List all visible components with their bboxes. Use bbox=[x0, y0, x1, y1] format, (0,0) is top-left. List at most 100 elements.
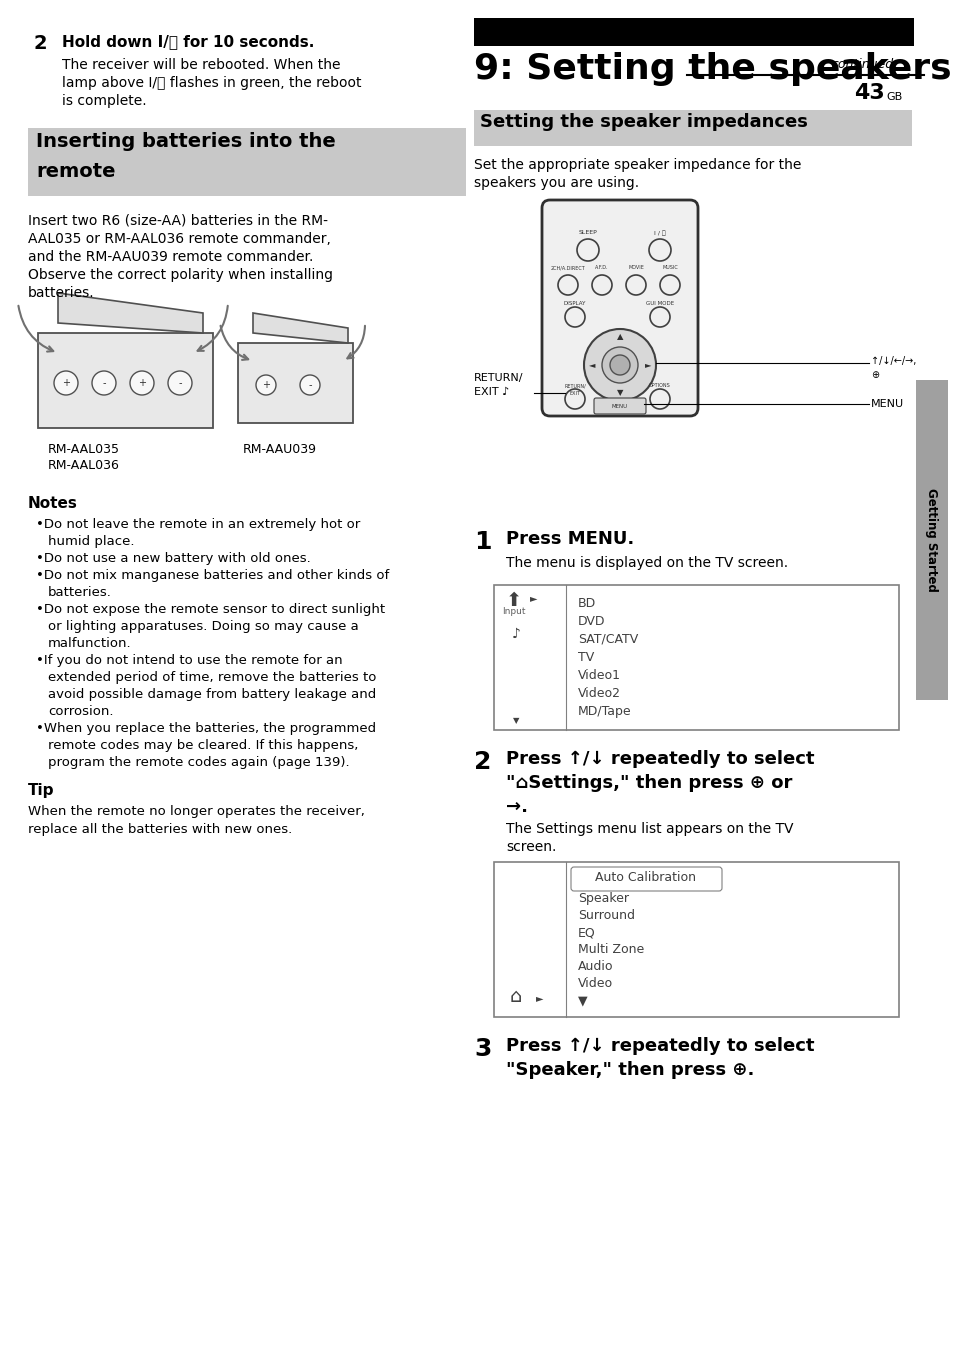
Text: The Settings menu list appears on the TV: The Settings menu list appears on the TV bbox=[505, 822, 793, 836]
Text: MD/Tape: MD/Tape bbox=[578, 704, 631, 718]
Text: Video2: Video2 bbox=[578, 687, 620, 700]
Text: RM-AAL036: RM-AAL036 bbox=[48, 458, 120, 472]
Circle shape bbox=[91, 370, 116, 395]
Text: ◄: ◄ bbox=[588, 361, 595, 369]
Text: •When you replace the batteries, the programmed: •When you replace the batteries, the pro… bbox=[36, 722, 375, 735]
Text: ►: ► bbox=[644, 361, 651, 369]
Text: -: - bbox=[102, 379, 106, 388]
Text: screen.: screen. bbox=[505, 840, 556, 854]
Text: is complete.: is complete. bbox=[62, 95, 147, 108]
Bar bbox=[494, 585, 898, 730]
Circle shape bbox=[299, 375, 319, 395]
Text: EXIT: EXIT bbox=[569, 391, 579, 396]
Text: Set the appropriate speaker impedance for the: Set the appropriate speaker impedance fo… bbox=[474, 158, 801, 172]
Text: ▼: ▼ bbox=[578, 994, 587, 1007]
Circle shape bbox=[609, 356, 629, 375]
Text: Insert two R6 (size-AA) batteries in the RM-: Insert two R6 (size-AA) batteries in the… bbox=[28, 214, 328, 228]
Polygon shape bbox=[253, 314, 348, 343]
Text: Notes: Notes bbox=[28, 496, 78, 511]
Text: Press ↑/↓ repeatedly to select: Press ↑/↓ repeatedly to select bbox=[505, 1037, 814, 1055]
Text: continued: continued bbox=[831, 58, 893, 72]
Text: +: + bbox=[62, 379, 70, 388]
Text: Video: Video bbox=[578, 977, 613, 990]
Text: Auto Calibration: Auto Calibration bbox=[595, 871, 696, 884]
Text: Observe the correct polarity when installing: Observe the correct polarity when instal… bbox=[28, 268, 333, 283]
Text: Press MENU.: Press MENU. bbox=[505, 530, 634, 548]
Text: EXIT ♪: EXIT ♪ bbox=[474, 387, 509, 397]
Text: humid place.: humid place. bbox=[48, 535, 134, 548]
Text: •Do not expose the remote sensor to direct sunlight: •Do not expose the remote sensor to dire… bbox=[36, 603, 385, 617]
Text: EQ: EQ bbox=[578, 926, 595, 940]
Text: Speaker: Speaker bbox=[578, 892, 628, 904]
Text: MOVIE: MOVIE bbox=[627, 265, 643, 270]
Text: OPTIONS: OPTIONS bbox=[648, 383, 670, 388]
Text: remote: remote bbox=[36, 162, 115, 181]
Text: →.: →. bbox=[505, 798, 527, 817]
Text: corrosion.: corrosion. bbox=[48, 704, 113, 718]
Text: MENU: MENU bbox=[611, 403, 627, 408]
Text: and the RM-AAU039 remote commander.: and the RM-AAU039 remote commander. bbox=[28, 250, 313, 264]
Text: DVD: DVD bbox=[578, 615, 605, 627]
Text: Tip: Tip bbox=[28, 783, 54, 798]
Text: or lighting apparatuses. Doing so may cause a: or lighting apparatuses. Doing so may ca… bbox=[48, 621, 358, 633]
Text: batteries.: batteries. bbox=[48, 585, 112, 599]
Text: TV: TV bbox=[578, 652, 594, 664]
Text: •Do not use a new battery with old ones.: •Do not use a new battery with old ones. bbox=[36, 552, 311, 565]
Text: When the remote no longer operates the receiver,: When the remote no longer operates the r… bbox=[28, 804, 364, 818]
FancyBboxPatch shape bbox=[594, 397, 645, 414]
Bar bbox=[38, 333, 213, 429]
Text: BD: BD bbox=[578, 598, 596, 610]
Text: lamp above I/⏻ flashes in green, the reboot: lamp above I/⏻ flashes in green, the reb… bbox=[62, 76, 361, 91]
Text: ↑/↓/←/→,: ↑/↓/←/→, bbox=[870, 356, 916, 366]
Circle shape bbox=[601, 347, 638, 383]
Text: Video1: Video1 bbox=[578, 669, 620, 681]
Text: ►: ► bbox=[530, 594, 537, 603]
Text: ⌂: ⌂ bbox=[509, 987, 521, 1006]
Text: ♪: ♪ bbox=[511, 627, 520, 641]
Text: SLEEP: SLEEP bbox=[578, 230, 597, 235]
Text: 2: 2 bbox=[34, 34, 48, 53]
Text: RETURN/: RETURN/ bbox=[474, 373, 523, 383]
Circle shape bbox=[255, 375, 275, 395]
Bar bbox=[28, 128, 465, 196]
Text: -: - bbox=[178, 379, 182, 388]
Text: Getting Started: Getting Started bbox=[924, 488, 938, 592]
Text: 9: Setting the speakers: 9: Setting the speakers bbox=[474, 51, 951, 87]
Bar bbox=[494, 863, 898, 1017]
Circle shape bbox=[168, 370, 192, 395]
Text: program the remote codes again (page 139).: program the remote codes again (page 139… bbox=[48, 756, 349, 769]
Text: malfunction.: malfunction. bbox=[48, 637, 132, 650]
Text: 43: 43 bbox=[853, 82, 883, 103]
Text: +: + bbox=[138, 379, 146, 388]
Text: MENU: MENU bbox=[870, 399, 903, 410]
Text: -: - bbox=[308, 380, 312, 389]
Text: RM-AAL035: RM-AAL035 bbox=[48, 443, 120, 456]
Text: SAT/CATV: SAT/CATV bbox=[578, 633, 638, 646]
Text: ▼: ▼ bbox=[616, 388, 622, 397]
Text: ►: ► bbox=[536, 992, 543, 1003]
Text: RM-AAU039: RM-AAU039 bbox=[243, 443, 316, 456]
Text: Input: Input bbox=[501, 607, 525, 617]
Text: ▲: ▲ bbox=[616, 333, 622, 342]
Text: I / ⏻: I / ⏻ bbox=[654, 230, 665, 235]
Text: 2: 2 bbox=[474, 750, 491, 773]
Text: The menu is displayed on the TV screen.: The menu is displayed on the TV screen. bbox=[505, 556, 787, 571]
Text: remote codes may be cleared. If this happens,: remote codes may be cleared. If this hap… bbox=[48, 740, 358, 752]
Bar bbox=[915, 380, 947, 700]
Text: replace all the batteries with new ones.: replace all the batteries with new ones. bbox=[28, 823, 292, 836]
Text: ⊕: ⊕ bbox=[870, 370, 879, 380]
Text: MUSIC: MUSIC bbox=[661, 265, 678, 270]
Bar bbox=[237, 343, 353, 423]
Text: Surround: Surround bbox=[578, 909, 635, 922]
Text: avoid possible damage from battery leakage and: avoid possible damage from battery leaka… bbox=[48, 688, 375, 700]
Text: The receiver will be rebooted. When the: The receiver will be rebooted. When the bbox=[62, 58, 340, 72]
Text: •If you do not intend to use the remote for an: •If you do not intend to use the remote … bbox=[36, 654, 342, 667]
Text: 1: 1 bbox=[474, 530, 491, 554]
FancyBboxPatch shape bbox=[541, 200, 698, 416]
Text: +: + bbox=[262, 380, 270, 389]
Text: Inserting batteries into the: Inserting batteries into the bbox=[36, 132, 335, 151]
Text: Press ↑/↓ repeatedly to select: Press ↑/↓ repeatedly to select bbox=[505, 750, 814, 768]
Bar bbox=[474, 18, 913, 46]
Text: ⬆: ⬆ bbox=[505, 591, 521, 610]
Text: Setting the speaker impedances: Setting the speaker impedances bbox=[479, 114, 807, 131]
